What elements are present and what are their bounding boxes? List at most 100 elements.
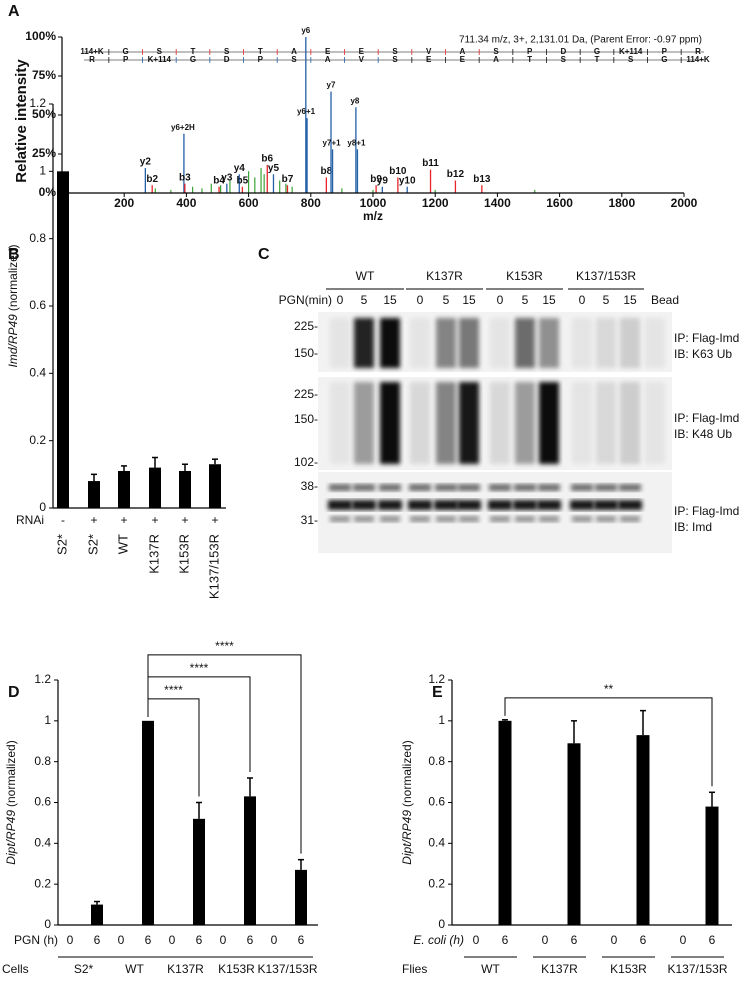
bar	[142, 720, 154, 925]
x-tick-label: 200	[114, 196, 134, 210]
y-tick-label: 0.4	[29, 366, 46, 380]
significance-label: **	[604, 682, 614, 696]
sequence-residue: 114+K	[686, 55, 710, 64]
blot-smear	[490, 318, 510, 368]
peak-label: b12	[447, 169, 465, 180]
sequence-residue: P	[527, 47, 533, 56]
group-label: WT	[125, 962, 144, 976]
blot-smear	[515, 318, 535, 368]
blot-smear	[410, 382, 430, 464]
significance-bracket	[504, 697, 713, 787]
mw-marker: 38-	[301, 479, 318, 493]
y-tick-label: 0.8	[29, 231, 46, 245]
group-label: K153R	[610, 962, 647, 976]
blot-smear	[620, 382, 640, 464]
sequence-residue: A	[493, 55, 499, 64]
blot-band	[594, 500, 618, 510]
x-tick-label: 6	[571, 933, 578, 947]
sequence-residue: S	[291, 55, 297, 64]
y-tick-label: 1	[438, 713, 445, 727]
sequence-residue: E	[359, 47, 365, 56]
sequence-residue: P	[662, 47, 668, 56]
time-value: 5	[443, 293, 450, 307]
peak-label: b13	[473, 174, 491, 185]
y-tick-label: 0.6	[34, 795, 51, 809]
blot-band	[489, 484, 511, 491]
sequence-residue: S	[157, 47, 163, 56]
group-label: WT	[481, 962, 500, 976]
ib-label: IB: Imd	[674, 520, 712, 534]
y-axis-label: Relative intensity	[13, 59, 30, 183]
bar	[705, 806, 719, 925]
panel-letter: A	[8, 3, 20, 20]
x-tick-label: 400	[176, 196, 196, 210]
time-value: 5	[522, 293, 529, 307]
sequence-residue: T	[595, 55, 600, 64]
blot-band	[513, 500, 537, 510]
y-tick-label: 1.2	[428, 672, 445, 686]
spectrum-title: 711.34 m/z, 3+, 2,131.01 Da, (Parent Err…	[459, 35, 702, 46]
panel-letter: E	[432, 684, 443, 701]
y-tick-label: 0	[39, 500, 46, 514]
sequence-residue: G	[190, 55, 196, 64]
y-tick-label: 1.2	[29, 96, 46, 110]
bar	[57, 171, 69, 509]
x-tick-label: 1400	[484, 196, 511, 210]
x-tick-label: 1800	[608, 196, 635, 210]
x-tick-label: S2*	[85, 534, 100, 555]
x-tick-label: 1000	[360, 196, 387, 210]
blot-smear	[620, 318, 640, 368]
blot-band	[490, 516, 510, 522]
peak-label: y8+1	[347, 138, 366, 147]
time-value: 5	[361, 293, 368, 307]
peak-label: y6+2H	[171, 123, 195, 132]
y-tick-label: 0%	[39, 185, 57, 199]
x-tick-label: 1600	[546, 196, 573, 210]
blot-smear	[490, 382, 510, 464]
row-value: +	[211, 513, 218, 527]
y-tick-label: 0.2	[34, 876, 51, 890]
ib-label: IB: K48 Ub	[674, 427, 732, 441]
group-label: S2*	[74, 962, 94, 976]
blot-smear	[354, 318, 374, 368]
sequence-residue: 114+K	[80, 47, 104, 56]
time-value: 0	[497, 293, 504, 307]
bar	[193, 818, 205, 925]
significance-label: ****	[164, 683, 183, 697]
blot-band	[571, 484, 593, 491]
sequence-residue: S	[392, 47, 398, 56]
time-value: 0	[579, 293, 586, 307]
blot-band	[488, 500, 512, 510]
x-tick-label: 6	[145, 933, 152, 947]
group-row-label: Cells	[2, 962, 29, 976]
blot-band	[435, 484, 457, 491]
y-axis-label-italic: Dipt/RP49	[400, 810, 414, 865]
x-tick-label: 0	[220, 933, 227, 947]
significance-bracket	[147, 654, 302, 854]
sequence-residue: S	[561, 55, 567, 64]
x-tick-label: 0	[473, 933, 480, 947]
sequence-residue: T	[258, 47, 263, 56]
y-axis-label: Imd/RP49 (normalized)	[6, 244, 20, 367]
ip-label: IP: Flag-Imd	[674, 411, 739, 425]
blot-band	[436, 516, 456, 522]
sequence-residue: V	[359, 55, 365, 64]
panel-letter: D	[8, 684, 20, 701]
sequence-residue: V	[426, 47, 432, 56]
x-tick-label: 0	[169, 933, 176, 947]
sequence-residue: A	[325, 55, 331, 64]
blot-band	[620, 516, 640, 522]
peak-label: y7+1	[323, 138, 342, 147]
peak-label: y7	[327, 81, 336, 90]
y-tick-label: 0	[44, 917, 51, 931]
sequence-residue: R	[695, 47, 701, 56]
blot-band	[539, 516, 559, 522]
peak-label: b10	[389, 166, 407, 177]
ip-label: IP: Flag-Imd	[674, 331, 739, 345]
sequence-residue: G	[594, 47, 600, 56]
group-label: K137/153R	[667, 962, 727, 976]
blot-band	[572, 516, 592, 522]
blot-smear	[572, 382, 592, 464]
blot-band	[352, 500, 376, 510]
